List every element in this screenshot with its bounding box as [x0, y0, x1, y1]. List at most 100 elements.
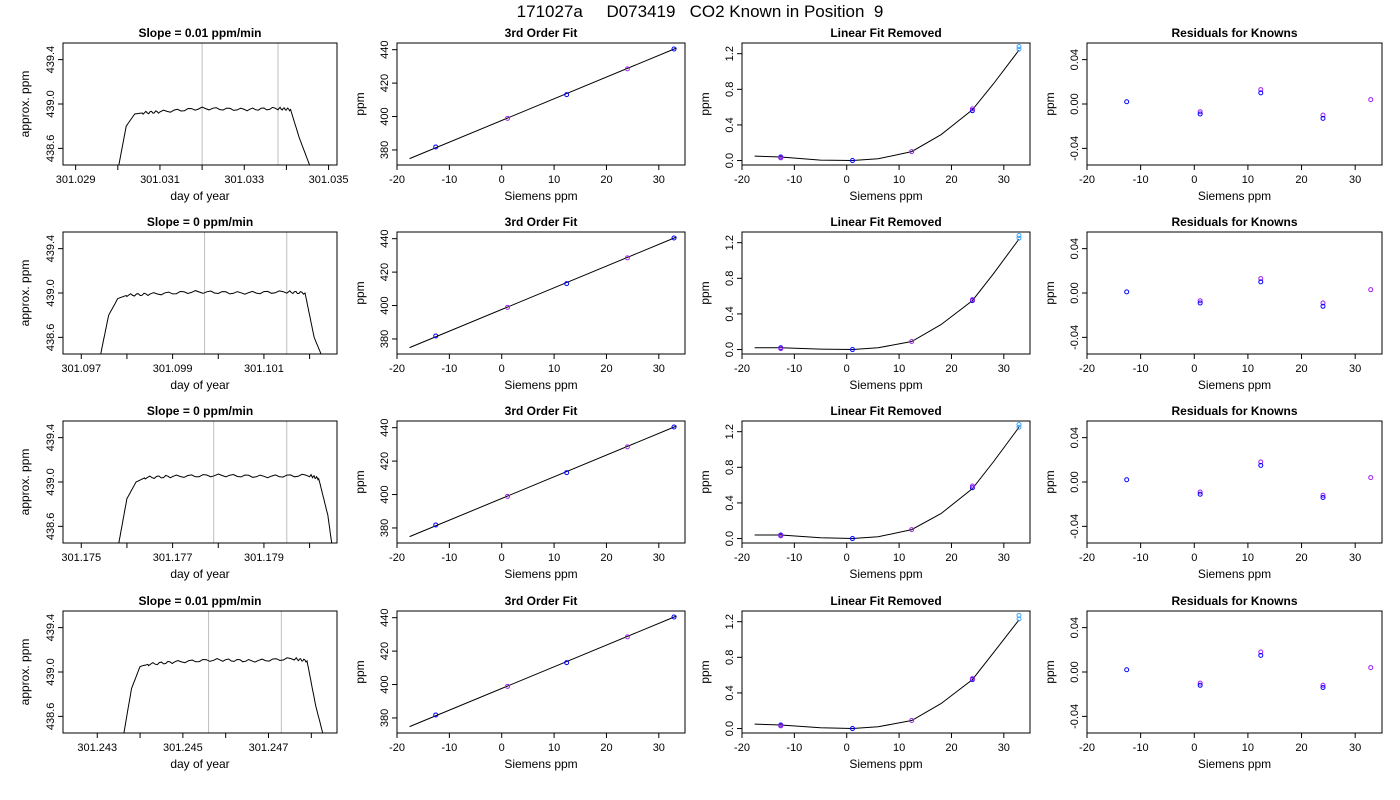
x-tick-label: 301.177 — [153, 552, 193, 564]
x-tick-label: 0 — [1191, 174, 1197, 186]
x-tick-label: 20 — [1295, 552, 1307, 564]
panel-1-1: Slope = 0.01 ppm/min 301.029 301.031 301.03… — [18, 26, 348, 203]
x-tick-label: 30 — [653, 552, 665, 564]
y-tick-label: 400 — [379, 296, 391, 314]
x-tick-label: 30 — [653, 174, 665, 186]
x-tick-label: 0 — [1191, 363, 1197, 375]
data-point — [564, 92, 570, 98]
data-point — [909, 718, 915, 724]
data-point — [671, 424, 677, 430]
x-tick-label: 0 — [499, 363, 505, 375]
y-tick-label: -0.04 — [1069, 704, 1081, 729]
y-axis-label: approx. ppm — [18, 639, 32, 706]
y-tick-label: 0.8 — [724, 650, 736, 665]
x-tick-label: 0 — [1191, 552, 1197, 564]
data-point — [1124, 99, 1130, 105]
x-axis-label: Siemens ppm — [504, 189, 577, 203]
data-point — [1124, 289, 1130, 295]
fit-curve — [754, 426, 1020, 540]
data-layer — [754, 233, 1022, 353]
y-tick-label: 440 — [379, 230, 391, 248]
y-axis-label: ppm — [353, 660, 367, 683]
data-point — [671, 235, 677, 241]
y-tick-label: 380 — [379, 709, 391, 727]
data-point — [909, 339, 915, 345]
x-tick-label: 301.029 — [56, 174, 96, 186]
panel-title: Slope = 0.01 ppm/min — [138, 26, 261, 40]
x-tick-label: 30 — [998, 552, 1010, 564]
y-tick-label: 0.0 — [724, 342, 736, 357]
fit-curve — [754, 238, 1020, 351]
x-tick-label: 30 — [1349, 363, 1361, 375]
y-tick-label: 1.2 — [724, 235, 736, 250]
data-point — [1016, 612, 1022, 618]
y-tick-label: 439.0 — [45, 279, 57, 307]
data-point — [969, 297, 975, 303]
data-point — [504, 493, 510, 499]
y-axis-label: ppm — [698, 660, 712, 683]
y-tick-label: 0.4 — [724, 495, 736, 510]
y-tick-label: 380 — [379, 141, 391, 159]
y-tick-label: 438.6 — [45, 513, 57, 541]
data-point — [1368, 97, 1374, 103]
data-point — [1320, 115, 1326, 121]
x-tick-label: -10 — [1133, 552, 1149, 564]
y-tick-label: 0.0 — [724, 721, 736, 736]
y-axis-label: ppm — [353, 281, 367, 304]
y-tick-label: 0.00 — [1069, 471, 1081, 492]
x-tick-label: 10 — [548, 363, 560, 375]
data-point — [1016, 46, 1022, 52]
data-layer — [754, 422, 1022, 542]
data-point — [1016, 44, 1022, 50]
data-point — [1320, 685, 1326, 691]
x-tick-label: 20 — [600, 742, 612, 754]
data-layer — [754, 44, 1022, 164]
y-tick-label: 0.04 — [1069, 427, 1081, 448]
x-tick-label: 301.101 — [244, 363, 284, 375]
x-tick-label: 10 — [893, 552, 905, 564]
data-layer — [118, 106, 311, 165]
data-point — [1197, 111, 1203, 117]
x-tick-label: 20 — [945, 742, 957, 754]
x-axis-label: Siemens ppm — [1198, 378, 1271, 392]
x-tick-label: 301.245 — [163, 742, 203, 754]
y-axis-label: approx. ppm — [18, 71, 32, 138]
data-point — [969, 106, 975, 112]
x-axis-label: Siemens ppm — [504, 378, 577, 392]
data-point — [1320, 112, 1326, 118]
plot-frame — [396, 231, 686, 355]
y-tick-label: 420 — [379, 74, 391, 92]
x-axis-label: Siemens ppm — [849, 567, 922, 581]
data-point — [564, 281, 570, 287]
data-point — [969, 483, 975, 489]
panel-1-4: Residuals for Knowns -20 -10 0 10 20 30 -0.04 0.… — [1043, 26, 1383, 203]
data-point — [1258, 459, 1264, 465]
y-tick-label: 0.4 — [724, 306, 736, 321]
x-tick-label: 0 — [844, 552, 850, 564]
x-axis-label: Siemens ppm — [1198, 757, 1271, 771]
data-layer — [1124, 87, 1374, 121]
data-point — [1258, 87, 1264, 93]
x-tick-label: 301.099 — [153, 363, 193, 375]
panel-3-4: Residuals for Knowns -20 -10 0 10 20 30 -0.04 0.… — [1043, 404, 1383, 581]
panel-title: Residuals for Knowns — [1171, 404, 1297, 418]
data-point — [1320, 495, 1326, 501]
panel-2-4: Residuals for Knowns -20 -10 0 10 20 30 -0.04 0.… — [1043, 215, 1383, 392]
x-tick-label: 30 — [1349, 552, 1361, 564]
plot-frame — [396, 420, 686, 544]
x-tick-label: 20 — [1295, 174, 1307, 186]
panel-4-3: Linear Fit Removed -20 -10 0 10 20 30 0.0 0.4 0.8… — [698, 594, 1031, 771]
panel-2-3: Linear Fit Removed -20 -10 0 10 20 30 0.0 0.4 0.8… — [698, 215, 1031, 392]
x-tick-label: 20 — [600, 174, 612, 186]
x-tick-label: 10 — [893, 742, 905, 754]
y-tick-label: 0.00 — [1069, 282, 1081, 303]
data-point — [1320, 492, 1326, 498]
x-tick-label: 0 — [499, 174, 505, 186]
data-point — [671, 614, 677, 620]
panel-1-3: Linear Fit Removed -20 -10 0 10 20 30 0.0 0.4 0.8… — [698, 26, 1031, 203]
y-tick-label: 0.04 — [1069, 49, 1081, 70]
series-line — [118, 106, 311, 165]
panel-title: Linear Fit Removed — [830, 404, 941, 418]
x-axis-label: Siemens ppm — [1198, 189, 1271, 203]
x-tick-label: 20 — [600, 552, 612, 564]
